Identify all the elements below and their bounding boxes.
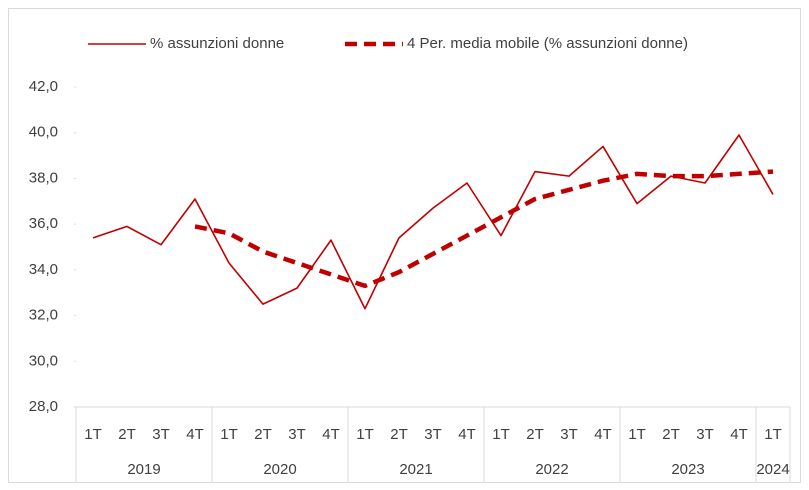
x-tick-label: 3T: [560, 426, 578, 443]
x-tick-label: 1T: [84, 426, 102, 443]
x-tick-label: 3T: [696, 426, 714, 443]
x-tick-label: 1T: [764, 426, 782, 443]
x-group-label: 2021: [399, 461, 432, 478]
series-line: [92, 134, 774, 310]
x-tick-label: 3T: [152, 426, 170, 443]
y-tick-label: 36,0: [29, 215, 58, 232]
x-group-label: 2022: [535, 461, 568, 478]
x-group-label: 2023: [671, 461, 704, 478]
x-tick-label: 2T: [254, 426, 272, 443]
x-tick-label: 2T: [390, 426, 408, 443]
y-tick-label: 38,0: [29, 169, 58, 186]
x-tick-label: 1T: [492, 426, 510, 443]
y-tick-label: 32,0: [29, 307, 58, 324]
x-tick-label: 2T: [662, 426, 680, 443]
y-tick-label: 30,0: [29, 352, 58, 369]
x-group-label: 2019: [127, 461, 160, 478]
x-tick-label: 1T: [356, 426, 374, 443]
y-tick-label: 40,0: [29, 124, 58, 141]
x-group-label: 2020: [263, 461, 296, 478]
x-tick-label: 4T: [186, 426, 204, 443]
legend-label: 4 Per. media mobile (% assunzioni donne): [407, 35, 688, 52]
x-tick-label: 4T: [322, 426, 340, 443]
y-tick-label: 42,0: [29, 78, 58, 95]
y-tick-label: 34,0: [29, 261, 58, 278]
x-tick-label: 3T: [288, 426, 306, 443]
x-tick-label: 4T: [458, 426, 476, 443]
series-line: [194, 169, 774, 289]
x-tick-label: 4T: [594, 426, 612, 443]
legend-label: % assunzioni donne: [150, 35, 284, 52]
x-tick-label: 2T: [118, 426, 136, 443]
y-tick-label: 28,0: [29, 398, 58, 415]
x-tick-label: 2T: [526, 426, 544, 443]
x-tick-label: 1T: [220, 426, 238, 443]
x-tick-label: 3T: [424, 426, 442, 443]
x-tick-label: 4T: [730, 426, 748, 443]
x-group-label: 2024: [756, 461, 789, 478]
chart-frame: [8, 8, 801, 483]
x-tick-label: 1T: [628, 426, 646, 443]
